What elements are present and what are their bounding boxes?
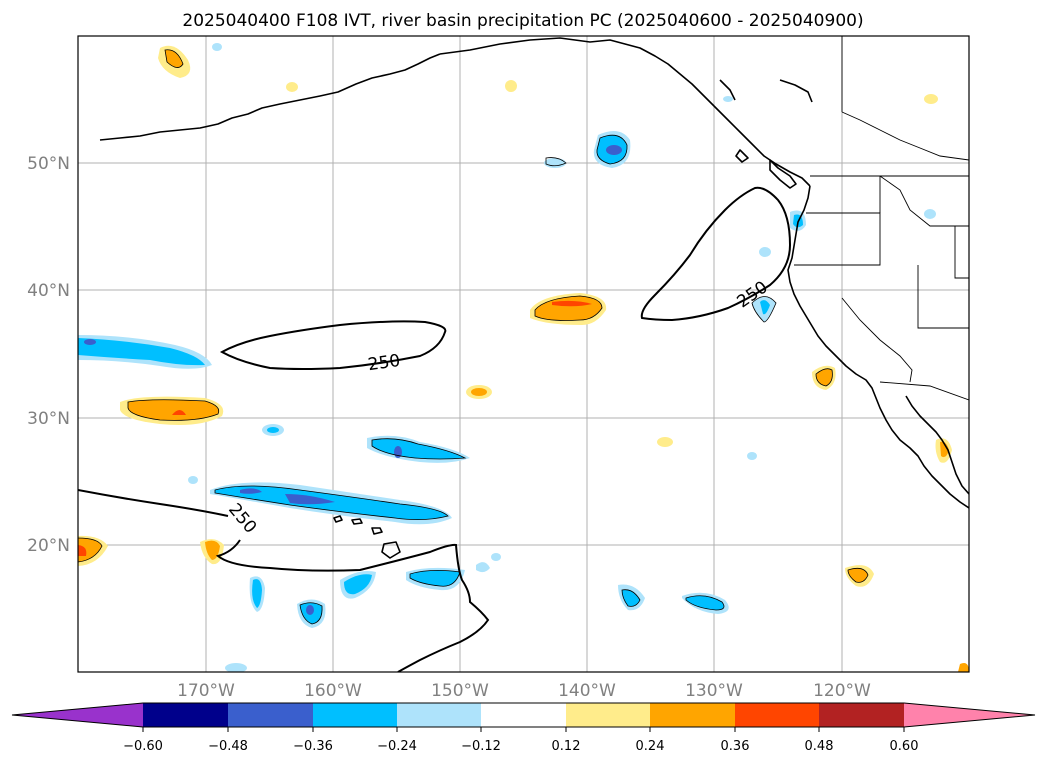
gridlines: [78, 36, 969, 672]
lon-tick-labels: 170°W 160°W 150°W 140°W 130°W 120°W: [177, 681, 871, 701]
colorbar: −0.60 −0.48 −0.36 −0.24 −0.12 0.12 0.24 …: [11, 702, 1036, 754]
map-title: 2025040400 F108 IVT, river basin precipi…: [182, 11, 863, 31]
colorbar-tick-label: −0.48: [208, 739, 248, 754]
colorbar-tick-label: 0.36: [721, 739, 750, 754]
colorbar-tick-label: 0.60: [890, 739, 919, 754]
colorbar-segment: [735, 703, 819, 727]
lon-tick: 150°W: [431, 681, 489, 701]
lat-tick-labels: 20°N 30°N 40°N 50°N: [27, 154, 70, 556]
ivt-250-contours: [78, 186, 792, 672]
lat-tick: 30°N: [27, 409, 70, 429]
pc-contour-lines: [78, 49, 869, 625]
colorbar-tick-label: 0.12: [552, 739, 581, 754]
colorbar-segment: [397, 703, 481, 727]
political-borders: [794, 36, 969, 401]
colorbar-segment: [481, 703, 566, 727]
colorbar-segment: [650, 703, 735, 727]
lon-tick: 140°W: [558, 681, 616, 701]
lon-tick: 130°W: [685, 681, 743, 701]
colorbar-tick-label: −0.36: [293, 739, 333, 754]
lat-tick: 40°N: [27, 281, 70, 301]
colorbar-segment: [313, 703, 397, 727]
colorbar-tick-label: 0.24: [636, 739, 665, 754]
colorbar-tick-label: −0.24: [377, 739, 417, 754]
map-area: [78, 36, 969, 672]
lat-tick: 50°N: [27, 154, 70, 174]
colorbar-tick-label: 0.48: [805, 739, 834, 754]
coastline: [99, 37, 969, 559]
colorbar-extend-low: [12, 703, 143, 727]
colorbar-segment: [566, 703, 650, 727]
colorbar-tick-label: −0.12: [461, 739, 501, 754]
colorbar-segment: [228, 703, 313, 727]
contour-label-250-a: 250: [367, 351, 402, 375]
colorbar-ticks: [142, 727, 905, 732]
colorbar-extend-high: [904, 703, 1035, 727]
lon-tick: 170°W: [177, 681, 235, 701]
colorbar-segment: [819, 703, 904, 727]
map-frame: [77, 35, 970, 673]
colorbar-tick-label: −0.60: [123, 739, 163, 754]
lat-tick: 20°N: [27, 536, 70, 556]
lon-tick: 120°W: [813, 681, 871, 701]
lon-tick: 160°W: [304, 681, 362, 701]
colorbar-segment: [143, 703, 228, 727]
